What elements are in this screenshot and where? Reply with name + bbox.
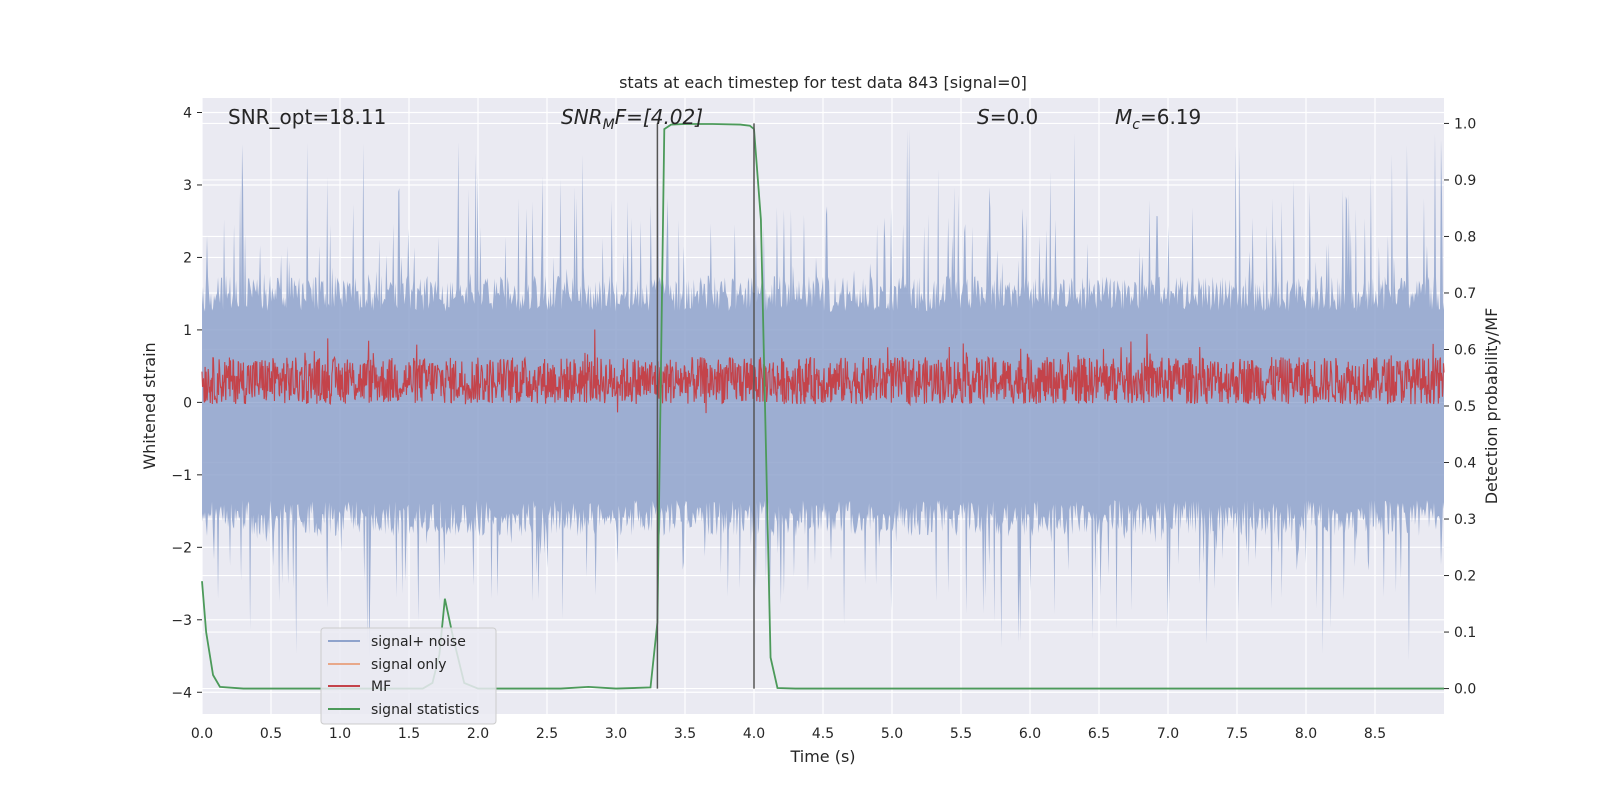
legend-label-mf: MF: [371, 679, 391, 695]
legend-label-signal-only: signal only: [371, 657, 446, 673]
snr-mf-f: F=[4.02]: [615, 105, 703, 129]
x-tick-label: 3.0: [605, 726, 627, 742]
x-tick-label: 3.5: [674, 726, 696, 742]
legend-box: [320, 627, 497, 725]
legend-label-signal-statistics: signal statistics: [371, 702, 479, 718]
y-right-tick-label: 0.8: [1454, 229, 1476, 245]
series-signal-noise-lower: [202, 402, 1444, 661]
y-tick-label: −3: [171, 613, 192, 629]
y-right-tick-label: 0.6: [1454, 342, 1476, 358]
y-right-tick-label: 0.4: [1454, 456, 1476, 472]
y-tick-label: −1: [171, 468, 192, 484]
annotation-snr-mf: SNRMF=[4.02]: [561, 105, 703, 133]
x-tick-label: 2.5: [536, 726, 558, 742]
annotation-s: S=0.0: [977, 105, 1038, 129]
y-right-tick-label: 0.5: [1454, 399, 1476, 415]
x-tick-label: 8.5: [1364, 726, 1386, 742]
annotation-mc: Mc=6.19: [1115, 105, 1201, 133]
legend: signal+ noise signal only MF signal stat…: [320, 627, 497, 725]
mc-subscript: c: [1132, 117, 1140, 133]
y-axis-right-label: Detection probability/MF: [1482, 308, 1501, 505]
y-right-tick-label: 0.3: [1454, 512, 1476, 528]
y-tick-label: 1: [183, 323, 192, 339]
x-tick-label: 7.5: [1226, 726, 1248, 742]
s-value: =0.0: [990, 105, 1039, 129]
y-axis-ticks: 4 3 2 1 0 −1 −2 −3 −4: [171, 105, 202, 701]
vertical-markers: [656, 123, 755, 689]
series-signal-noise-upper: [202, 128, 1444, 403]
x-tick-label: 4.5: [812, 726, 834, 742]
y-right-tick-label: 0.0: [1454, 682, 1476, 698]
series-mf: [201, 329, 1445, 414]
y-axis-right-ticks: 1.0 0.9 0.8 0.7 0.6 0.5 0.4 0.3 0.2 0.1 0.0: [1444, 116, 1476, 698]
y-tick-label: 4: [183, 105, 192, 121]
mc-symbol: M: [1115, 105, 1132, 129]
x-tick-label: 6.5: [1088, 726, 1110, 742]
y-tick-label: −4: [171, 685, 192, 701]
x-tick-label: 6.0: [1019, 726, 1041, 742]
x-tick-label: 1.0: [329, 726, 351, 742]
y-tick-label: 2: [183, 250, 192, 266]
y-right-tick-label: 1.0: [1454, 116, 1476, 132]
snr-mf-base: SNR: [561, 105, 603, 129]
snr-mf-subscript: M: [603, 117, 615, 133]
x-tick-label: 7.0: [1157, 726, 1179, 742]
chart-title: stats at each timestep for test data 843…: [619, 73, 1027, 92]
y-right-tick-label: 0.1: [1454, 625, 1476, 641]
x-tick-label: 1.5: [398, 726, 420, 742]
x-tick-label: 2.0: [467, 726, 489, 742]
s-symbol: S: [977, 105, 990, 129]
x-axis-label: Time (s): [789, 747, 855, 766]
y-tick-label: 0: [183, 395, 192, 411]
x-tick-label: 0.0: [191, 726, 213, 742]
x-tick-label: 0.5: [260, 726, 282, 742]
x-tick-label: 5.0: [881, 726, 903, 742]
x-axis-ticks: 0.0 0.5 1.0 1.5 2.0 2.5 3.0 3.5 4.0 4.5 5.0 5.5 6.0 6…: [191, 726, 1386, 742]
snr-mf-value: F=[4.02]: [615, 105, 703, 129]
y-right-tick-label: 0.7: [1454, 286, 1476, 302]
annotation-snr-opt: SNR_opt=18.11: [228, 105, 386, 129]
mc-value: =6.19: [1140, 105, 1201, 129]
y-tick-label: −2: [171, 540, 192, 556]
legend-label-signal-noise: signal+ noise: [371, 634, 466, 650]
x-tick-label: 8.0: [1295, 726, 1317, 742]
y-right-tick-label: 0.2: [1454, 569, 1476, 585]
y-axis-label: Whitened strain: [140, 342, 159, 469]
x-tick-label: 5.5: [950, 726, 972, 742]
y-right-tick-label: 0.9: [1454, 173, 1476, 189]
y-tick-label: 3: [183, 178, 192, 194]
x-tick-label: 4.0: [743, 726, 765, 742]
